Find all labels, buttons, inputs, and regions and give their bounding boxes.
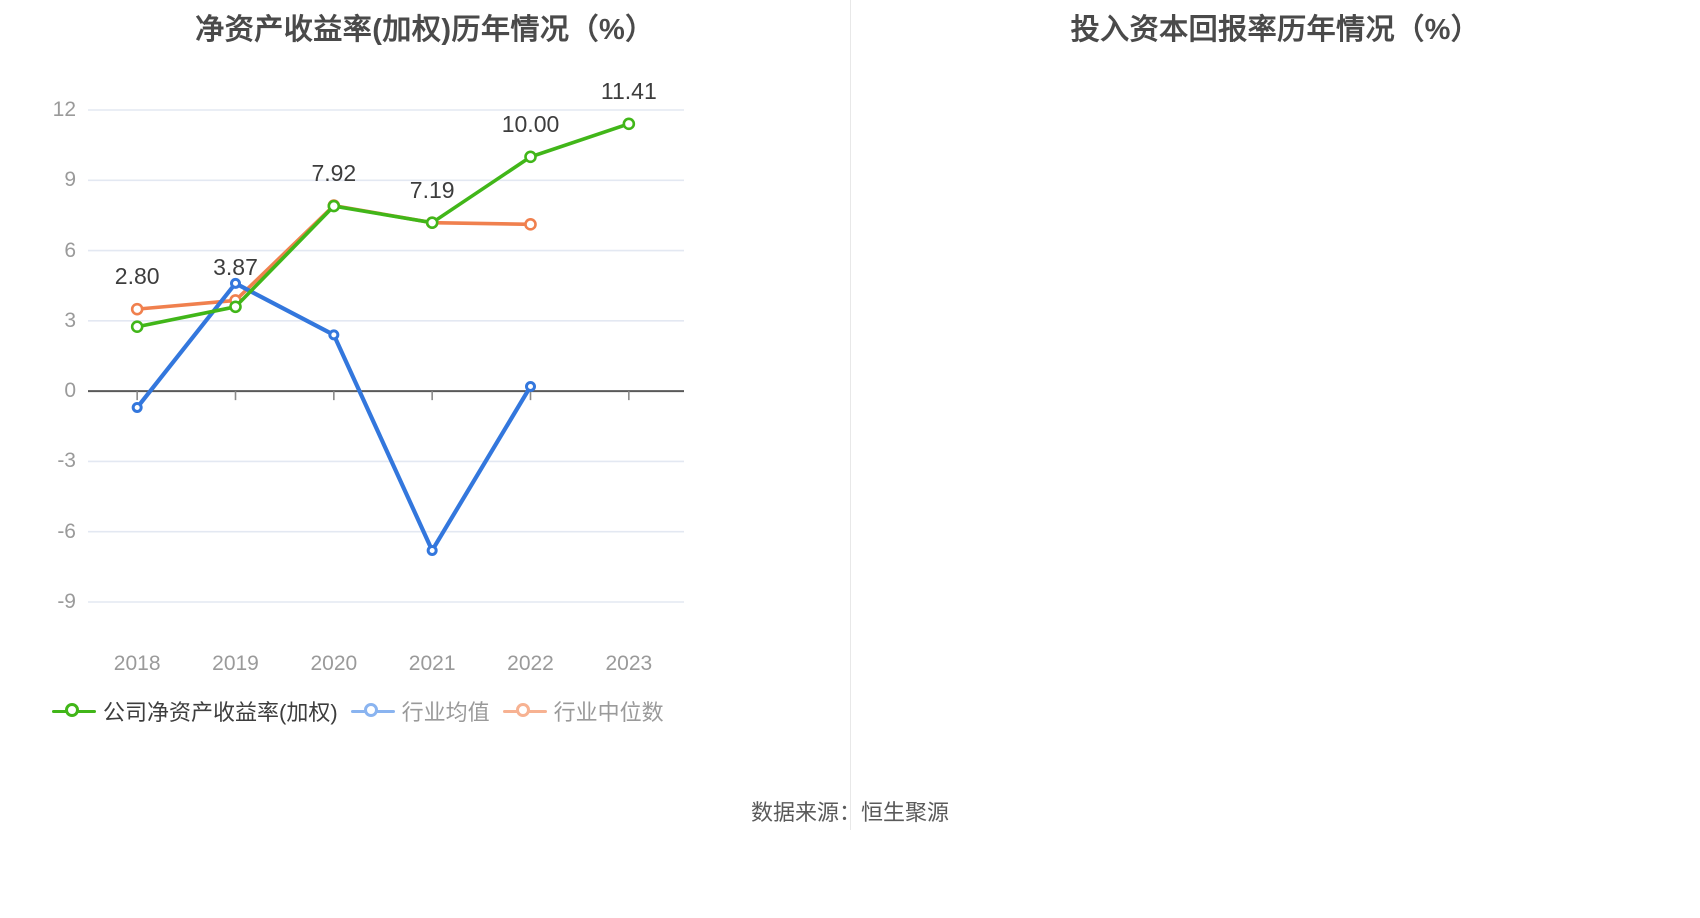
legend-label: 行业中位数 xyxy=(553,700,664,725)
data-point-company[interactable] xyxy=(327,199,341,213)
charts-container: 净资产收益率(加权)历年情况（%） 12 9 6 3 0 -3 -6 -9 10.00 11.41… xyxy=(0,0,1700,830)
data-point-industry_median[interactable] xyxy=(524,218,537,231)
data-point-industry_mean[interactable] xyxy=(131,402,143,414)
x-axis-tick-label: 2021 xyxy=(408,652,456,675)
data-source-note: 数据来源：恒生聚源 xyxy=(750,800,949,825)
y-axis-tick-label: 9 xyxy=(1687,196,1700,220)
y-axis-tick-label: 3 xyxy=(1687,393,1700,417)
legend-marker-icon xyxy=(350,700,395,722)
legend-label: 公司净资产收益率(加权) xyxy=(103,700,338,725)
data-point-industry_mean[interactable] xyxy=(426,544,438,556)
x-axis-tick-label: 2023 xyxy=(605,652,653,675)
legend-item-industry_mean[interactable]: 行业均值 xyxy=(350,695,490,727)
series-line-industry_mean xyxy=(135,281,533,553)
y-axis-tick-label: 9 xyxy=(64,168,76,192)
data-label: 10.00 xyxy=(501,110,560,137)
y-axis-tick-label: 0 xyxy=(1687,492,1700,516)
plot-area-roe: 12 9 6 3 0 -3 -6 -9 10.00 11.41 2.80 3.87 7.92 7.19 20… xyxy=(53,78,684,675)
legend-marker-icon xyxy=(52,700,96,722)
x-axis-tick-label: 2020 xyxy=(310,652,358,675)
page-title-roic: 投入资本回报率历年情况（%） xyxy=(1070,14,1481,46)
data-point-industry_mean[interactable] xyxy=(525,380,536,392)
legend-item-company[interactable]: 公司净资产收益率(加权) xyxy=(52,695,338,727)
y-axis-tick-label: 6 xyxy=(64,238,76,262)
data-label: 11.41 xyxy=(600,77,657,104)
data-point-company[interactable] xyxy=(229,300,242,314)
data-point-industry_mean[interactable] xyxy=(328,329,340,341)
data-label: 3.87 xyxy=(213,254,258,281)
data-point-industry_mean[interactable] xyxy=(230,277,241,289)
series-line-industry_median xyxy=(135,203,533,311)
chart-panel-roic: 投入资本回报率历年情况（%） 129630-37.887.9610.5310.7… xyxy=(850,0,1700,830)
chart-panel-roe: 净资产收益率(加权)历年情况（%） 12 9 6 3 0 -3 -6 -9 10.00 11.41… xyxy=(0,0,850,830)
y-axis-tick-label: -3 xyxy=(1687,590,1700,614)
data-point-company[interactable] xyxy=(130,320,144,334)
y-axis-tick-label: -9 xyxy=(57,590,76,613)
y-axis-tick-label: -3 xyxy=(57,449,76,473)
series-line-company xyxy=(135,122,631,329)
legend-item-industry_median[interactable]: 行业中位数 xyxy=(502,695,664,727)
y-axis-tick-label: 12 xyxy=(52,98,76,121)
y-axis-tick-label: 3 xyxy=(64,308,76,332)
legend-label: 行业均值 xyxy=(401,700,490,725)
legend-roe: 公司净资产收益率(加权) 行业均值 行业中位数 xyxy=(52,695,664,727)
x-axis-tick-label: 2022 xyxy=(507,652,554,675)
data-label: 2.80 xyxy=(114,263,160,290)
data-point-industry_median[interactable] xyxy=(130,302,144,316)
y-axis-tick-label: 12 xyxy=(1687,98,1700,122)
data-label: 7.92 xyxy=(311,159,357,186)
y-axis-tick-label: 6 xyxy=(1687,295,1700,319)
x-axis-tick-label: 2019 xyxy=(212,652,259,675)
data-point-company[interactable] xyxy=(524,150,537,164)
legend-marker-icon xyxy=(502,700,547,722)
data-point-company[interactable] xyxy=(425,216,439,229)
x-axis-tick-label: 2018 xyxy=(113,652,161,675)
chart-svg xyxy=(88,109,684,603)
data-point-company[interactable] xyxy=(622,117,636,131)
page-title-roe: 净资产收益率(加权)历年情况（%） xyxy=(195,14,655,46)
y-axis-tick-label: 0 xyxy=(64,379,76,403)
data-label: 7.19 xyxy=(409,176,455,203)
y-axis-tick-label: -6 xyxy=(57,519,76,543)
